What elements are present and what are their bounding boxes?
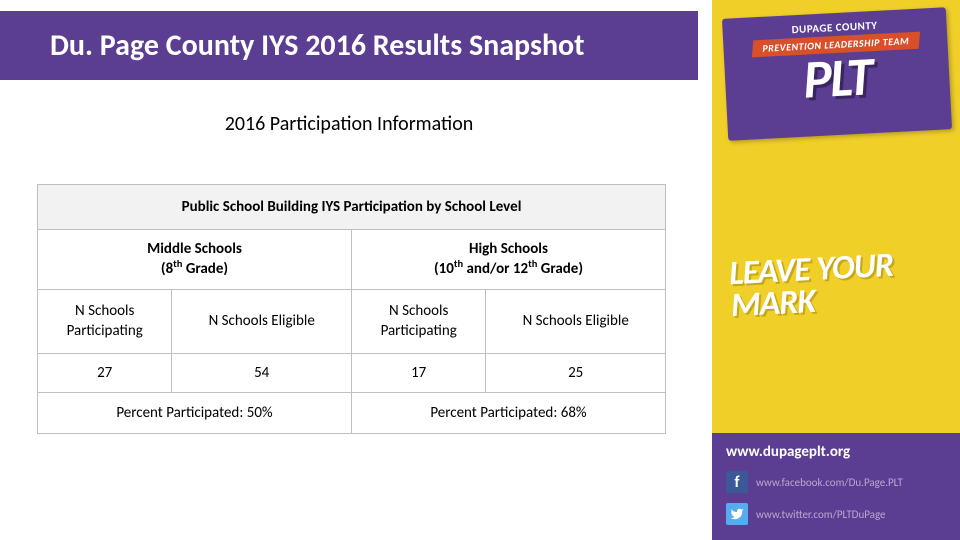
middle-schools-header: Middle Schools (8th Grade) [38,230,352,290]
sidebar-banner: DUPAGE COUNTY PREVENTION LEADERSHIP TEAM… [710,0,960,540]
sidebar-footer: www.dupageplt.org f www.facebook.com/Du.… [712,433,960,540]
level-label: Middle Schools [147,240,242,258]
cell-value: 54 [172,354,352,393]
participation-table: Public School Building IYS Participation… [37,184,666,434]
badge-plt: PLT [802,49,873,106]
percent-cell: Percent Participated: 50% [38,393,352,434]
percent-row: Percent Participated: 50% Percent Partic… [38,393,666,434]
column-header-row: N SchoolsParticipating N Schools Eligibl… [38,290,666,354]
col-header: N Schools Eligible [486,290,666,354]
site-url: www.dupageplt.org [726,443,948,461]
twitter-url: www.twitter.com/PLTDuPage [756,508,886,521]
table-title-row: Public School Building IYS Participation… [38,185,666,230]
level-header-row: Middle Schools (8th Grade) High Schools … [38,230,666,290]
twitter-icon [726,503,748,525]
sub-header: 2016 Participation Information [0,112,698,136]
facebook-url: www.facebook.com/Du.Page.PLT [756,476,903,489]
col-header: N SchoolsParticipating [38,290,172,354]
values-row: 27 54 17 25 [38,354,666,393]
cell-value: 17 [351,354,485,393]
level-label: High Schools [469,240,548,258]
twitter-row: www.twitter.com/PLTDuPage [726,503,948,525]
table-title: Public School Building IYS Participation… [38,185,666,230]
high-schools-header: High Schools (10th and/or 12th Grade) [351,230,665,290]
cell-value: 27 [38,354,172,393]
page-title: Du. Page County IYS 2016 Results Snapsho… [50,27,585,64]
slogan: LEAVE YOUR MARK [728,250,895,323]
cell-value: 25 [486,354,666,393]
header-band: Du. Page County IYS 2016 Results Snapsho… [0,11,698,80]
facebook-row: f www.facebook.com/Du.Page.PLT [726,471,948,493]
plt-badge: DUPAGE COUNTY PREVENTION LEADERSHIP TEAM… [722,7,952,141]
col-header: N SchoolsParticipating [351,290,485,354]
slogan-line2: MARK [730,281,816,326]
facebook-icon: f [726,471,748,493]
col-header: N Schools Eligible [172,290,352,354]
percent-cell: Percent Participated: 68% [351,393,665,434]
